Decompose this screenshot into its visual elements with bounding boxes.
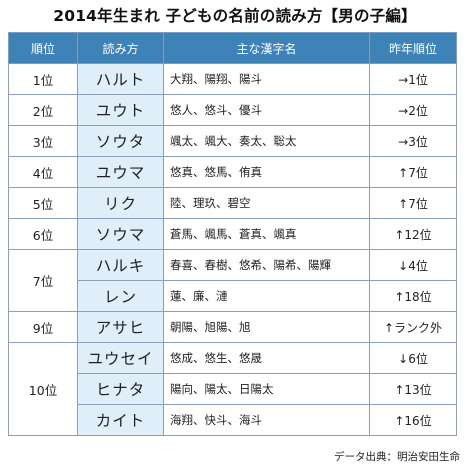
reading-cell: ユウセイ <box>77 342 164 374</box>
prev-rank-cell: ↓6位 <box>369 342 457 374</box>
kanji-cell: 颯太、颯大、奏太、聡太 <box>163 125 370 157</box>
ranking-table: 順位 読み方 主な漢字名 昨年順位 1位 ハルト 大翔、陽翔、陽斗 →1位 2位… <box>8 32 457 436</box>
reading-cell: ヒナタ <box>77 373 164 405</box>
prev-rank-cell: ↓4位 <box>369 249 457 281</box>
reading-cell: リク <box>77 187 164 219</box>
rank-cell: 10位 <box>8 342 78 436</box>
kanji-cell: 朝陽、旭陽、旭 <box>163 311 370 343</box>
rank-cell: 6位 <box>8 218 78 250</box>
rank-cell: 1位 <box>8 63 78 95</box>
table-row: カイト 海翔、快斗、海斗 ↑16位 <box>9 404 457 436</box>
prev-rank-cell: ↑ランク外 <box>369 311 457 343</box>
reading-cell: レン <box>77 280 164 312</box>
table-header-row: 順位 読み方 主な漢字名 昨年順位 <box>8 32 457 64</box>
table-row: 3位 ソウタ 颯太、颯大、奏太、聡太 →3位 <box>8 125 457 157</box>
rank-cell: 3位 <box>8 125 78 157</box>
prev-rank-cell: ↑16位 <box>369 404 457 436</box>
prev-rank-cell: ↑12位 <box>369 218 457 250</box>
reading-cell: ソウタ <box>77 125 164 157</box>
table-row: 2位 ユウト 悠人、悠斗、優斗 →2位 <box>8 94 457 126</box>
rank-cell: 7位 <box>8 249 78 312</box>
rank-cell: 9位 <box>8 311 78 343</box>
table-row: 9位 アサヒ 朝陽、旭陽、旭 ↑ランク外 <box>8 311 457 343</box>
table-row: 6位 ソウマ 蒼馬、颯馬、蒼真、颯真 ↑12位 <box>8 218 457 250</box>
kanji-cell: 悠真、悠馬、侑真 <box>163 156 370 188</box>
header-prev-rank: 昨年順位 <box>369 32 457 64</box>
table-row: 4位 ユウマ 悠真、悠馬、侑真 ↑7位 <box>8 156 457 188</box>
data-source-note: データ出典：明治安田生命 <box>334 451 460 463</box>
prev-rank-cell: ↑13位 <box>369 373 457 405</box>
kanji-cell: 蓮、廉、漣 <box>163 280 370 312</box>
kanji-cell: 悠成、悠生、悠晟 <box>163 342 370 374</box>
prev-rank-cell: →3位 <box>369 125 457 157</box>
reading-cell: ハルキ <box>77 249 164 281</box>
prev-rank-cell: →1位 <box>369 63 457 95</box>
kanji-cell: 海翔、快斗、海斗 <box>163 404 370 436</box>
kanji-cell: 悠人、悠斗、優斗 <box>163 94 370 126</box>
reading-cell: アサヒ <box>77 311 164 343</box>
kanji-cell: 春喜、春樹、悠希、陽希、陽輝 <box>163 249 370 281</box>
reading-cell: カイト <box>77 404 164 436</box>
table-row: 10位 ユウセイ 悠成、悠生、悠晟 ↓6位 <box>8 342 457 436</box>
table-row: 5位 リク 陸、理玖、碧空 ↑7位 <box>8 187 457 219</box>
table-row: レン 蓮、廉、漣 ↑18位 <box>9 280 457 312</box>
prev-rank-cell: ↑7位 <box>369 156 457 188</box>
reading-cell: ソウマ <box>77 218 164 250</box>
prev-rank-cell: →2位 <box>369 94 457 126</box>
kanji-cell: 蒼馬、颯馬、蒼真、颯真 <box>163 218 370 250</box>
reading-cell: ユウト <box>77 94 164 126</box>
reading-cell: ユウマ <box>77 156 164 188</box>
kanji-cell: 陸、理玖、碧空 <box>163 187 370 219</box>
prev-rank-cell: ↑7位 <box>369 187 457 219</box>
rank-cell: 5位 <box>8 187 78 219</box>
kanji-cell: 大翔、陽翔、陽斗 <box>163 63 370 95</box>
table-row: ヒナタ 陽向、陽太、日陽太 ↑13位 <box>9 373 457 405</box>
header-reading: 読み方 <box>77 32 164 64</box>
rank-cell: 2位 <box>8 94 78 126</box>
prev-rank-cell: ↑18位 <box>369 280 457 312</box>
page-title: 2014年生まれ 子どもの名前の読み方【男の子編】 <box>53 7 417 25</box>
table-row: 7位 ハルキ 春喜、春樹、悠希、陽希、陽輝 ↓4位 <box>8 249 457 312</box>
header-kanji: 主な漢字名 <box>163 32 370 64</box>
table-row: 1位 ハルト 大翔、陽翔、陽斗 →1位 <box>8 63 457 95</box>
reading-cell: ハルト <box>77 63 164 95</box>
header-rank: 順位 <box>8 32 78 64</box>
rank-cell: 4位 <box>8 156 78 188</box>
kanji-cell: 陽向、陽太、日陽太 <box>163 373 370 405</box>
